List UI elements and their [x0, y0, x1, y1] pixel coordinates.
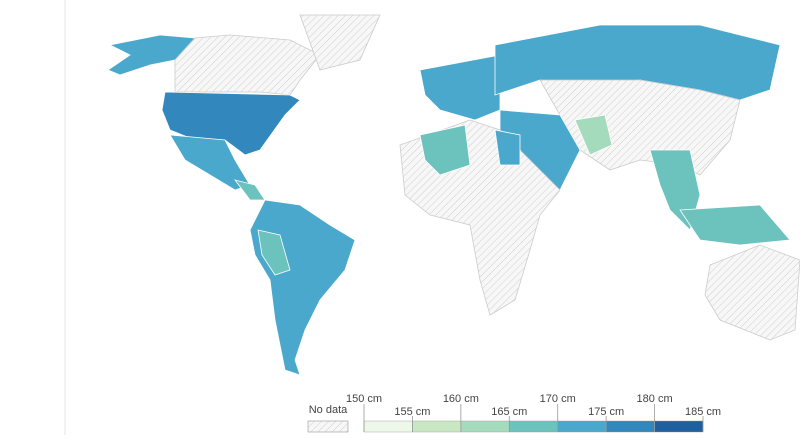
legend-bin: [460, 420, 510, 433]
country: [704, 244, 800, 341]
country: [494, 129, 521, 166]
country: [419, 54, 501, 121]
legend-bin: [509, 420, 558, 433]
country: [234, 179, 266, 201]
legend-bin: [412, 420, 462, 433]
country: [257, 229, 291, 276]
country: [249, 199, 356, 376]
no-data-swatch: [307, 420, 349, 433]
legend-bin: [557, 420, 607, 433]
country: [299, 14, 381, 71]
legend-tick-label: 170 cm: [540, 393, 576, 405]
legend: No data 150 cm 155 cm 160 cm 165 cm 170 cm 17…: [307, 393, 721, 433]
country: [419, 124, 471, 176]
country: [161, 91, 301, 156]
legend-tick-label: 160 cm: [443, 393, 479, 405]
legend-tick-label: 150 cm: [346, 393, 382, 405]
legend-tick-label: 185 cm: [685, 406, 721, 418]
country: [107, 34, 196, 76]
legend-bin: [605, 420, 655, 433]
countries: [107, 14, 800, 376]
country: [574, 114, 613, 156]
country: [679, 204, 791, 246]
legend-bin: [654, 420, 704, 433]
legend-tick-label: 155 cm: [394, 406, 430, 418]
legend-tick-label: 165 cm: [491, 406, 527, 418]
no-data-label: No data: [309, 404, 348, 416]
country: [174, 34, 321, 96]
legend-tick-label: 180 cm: [637, 393, 673, 405]
legend-tick-label: 175 cm: [588, 406, 624, 418]
legend-bin: [363, 420, 413, 433]
